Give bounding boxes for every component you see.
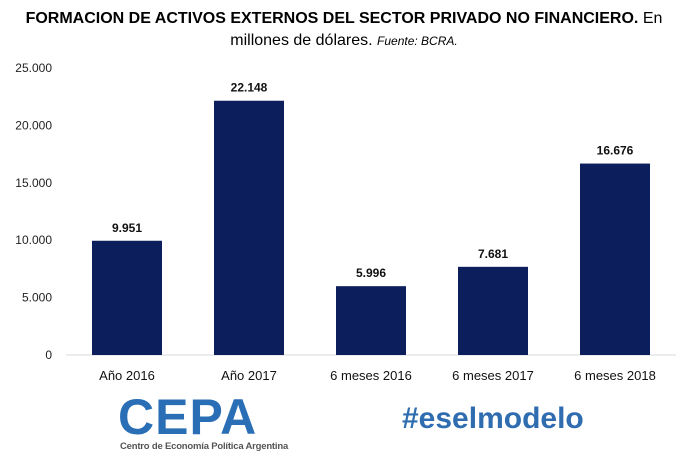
x-tick-label: Año 2017 [221, 368, 277, 383]
bar [458, 266, 528, 355]
logo-mark: CEPA [118, 389, 258, 445]
data-label: 5.996 [356, 266, 386, 280]
data-label: 22.148 [231, 81, 268, 95]
x-tick-label: 6 meses 2016 [330, 368, 412, 383]
y-tick-label: 25.000 [15, 61, 52, 75]
title-bold: FORMACION DE ACTIVOS EXTERNOS DEL SECTOR… [25, 10, 639, 27]
x-tick-label: 6 meses 2018 [574, 368, 656, 383]
y-tick-label: 0 [45, 348, 52, 362]
bar [214, 100, 284, 355]
title-source: Fuente: BCRA. [377, 34, 458, 48]
bar [92, 240, 162, 355]
bar [580, 163, 650, 355]
logo-subtitle: Centro de Economía Política Argentina [120, 441, 289, 452]
data-label: 7.681 [478, 247, 508, 261]
y-tick-label: 15.000 [15, 176, 52, 190]
chart-title: FORMACION DE ACTIVOS EXTERNOS DEL SECTOR… [0, 8, 688, 52]
data-label: 16.676 [597, 144, 634, 158]
data-label: 9.951 [112, 221, 142, 235]
title-normal: En millones de dólares. [230, 10, 663, 49]
bar [336, 286, 406, 355]
x-tick-label: Año 2016 [99, 368, 155, 383]
x-tick-label: 6 meses 2017 [452, 368, 534, 383]
cepa-logo: CEPA Centro de Economía Política Argenti… [118, 389, 288, 462]
y-tick-label: 5.000 [22, 291, 52, 305]
y-tick-label: 10.000 [15, 233, 52, 247]
y-tick-label: 20.000 [15, 118, 52, 132]
hashtag: #eselmodelo [402, 402, 584, 435]
